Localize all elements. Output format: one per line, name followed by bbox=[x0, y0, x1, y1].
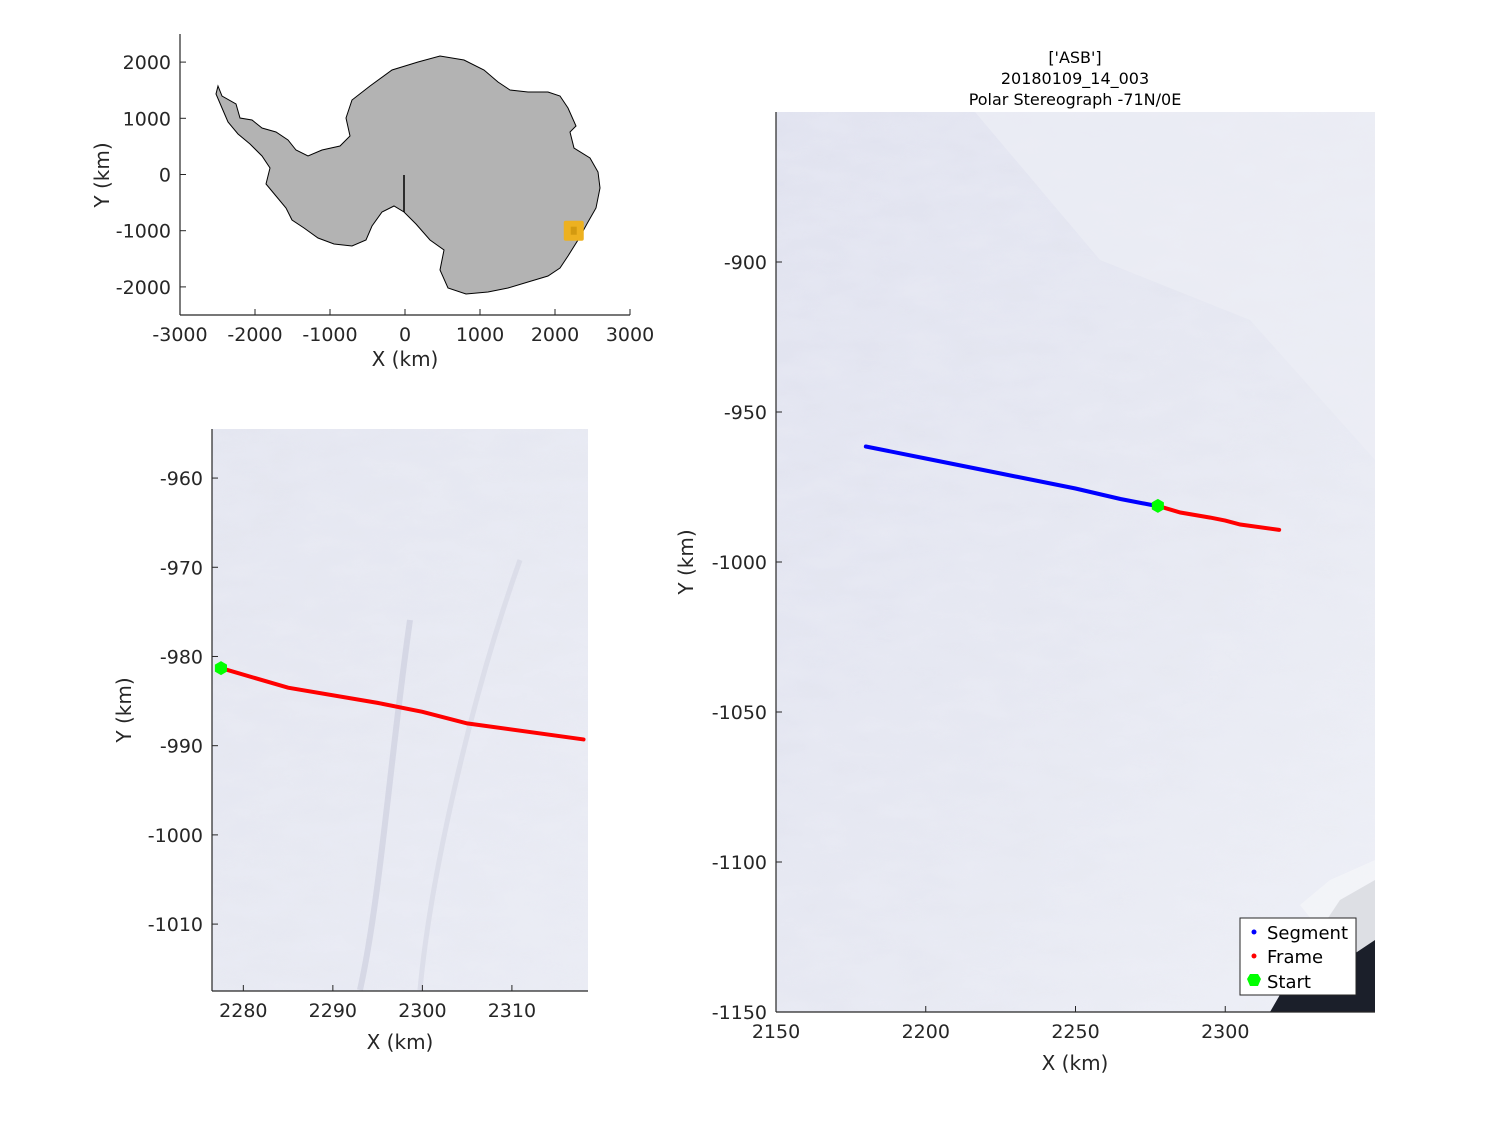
zoom-panel: 2280 2290 2300 2310 -960 -970 -980 -990 -1000 -10… bbox=[112, 429, 588, 1054]
main-axes: 2150 2200 2250 2300 -900 -950 -1000 -1050 -1100 -… bbox=[712, 112, 1375, 1043]
zoom-y-tick-label: -990 bbox=[160, 736, 203, 758]
legend-segment-label: Segment bbox=[1267, 923, 1348, 944]
title-line-3: Polar Stereograph -71N/0E bbox=[969, 90, 1182, 109]
zoom-tracks bbox=[214, 661, 586, 742]
overview-x-tick-label: 1000 bbox=[456, 324, 504, 346]
crevasse-band bbox=[357, 619, 413, 991]
overview-x-tick-label: -3000 bbox=[152, 324, 207, 346]
zoom-y-tick-label: -970 bbox=[160, 557, 203, 579]
main-y-tick-label: -1000 bbox=[712, 552, 767, 574]
main-panel: 2150 2200 2250 2300 -900 -950 -1000 -1050 -1100 -… bbox=[674, 112, 1375, 1075]
track-marker bbox=[570, 226, 577, 235]
legend-frame-label: Frame bbox=[1267, 947, 1323, 968]
legend-start-marker bbox=[1247, 974, 1261, 986]
zoom-x-tick-label: 2290 bbox=[309, 1000, 357, 1022]
overview-y-tick-label: 2000 bbox=[123, 52, 171, 74]
overview-axes: -3000 -2000 -1000 0 1000 2000 3000 2000 1000 0 -10… bbox=[116, 34, 654, 346]
zoom-x-tick-label: 2280 bbox=[219, 1000, 267, 1022]
zoom-y-tick-label: -1010 bbox=[148, 914, 203, 936]
zoom-y-tick-label: -960 bbox=[160, 468, 203, 490]
overview-map: -3000 -2000 -1000 0 1000 2000 3000 2000 1000 0 -10… bbox=[90, 34, 654, 371]
zoom-axes: 2280 2290 2300 2310 -960 -970 -980 -990 -1000 -10… bbox=[148, 429, 588, 1022]
main-ylabel: Y (km) bbox=[674, 529, 698, 595]
main-x-tick-label: 2150 bbox=[752, 1021, 800, 1043]
legend-segment-marker bbox=[1251, 929, 1257, 935]
overview-x-tick-label: -2000 bbox=[227, 324, 282, 346]
overview-x-tick-label: 0 bbox=[399, 324, 411, 346]
start-point-marker bbox=[214, 661, 227, 676]
main-x-tick-label: 2250 bbox=[1051, 1021, 1099, 1043]
zoom-xlabel: X (km) bbox=[367, 1030, 434, 1054]
legend-frame-marker bbox=[1251, 953, 1257, 959]
zoom-x-tick-label: 2300 bbox=[398, 1000, 446, 1022]
frame-track-line bbox=[218, 666, 586, 742]
zoom-y-tick-label: -1000 bbox=[148, 825, 203, 847]
zoom-y-tick-label: -980 bbox=[160, 646, 203, 668]
main-x-tick-label: 2200 bbox=[902, 1021, 950, 1043]
overview-x-tick-label: 2000 bbox=[531, 324, 579, 346]
overview-y-tick-label: -2000 bbox=[116, 277, 171, 299]
zoom-ylabel: Y (km) bbox=[112, 677, 136, 743]
zoom-x-tick-label: 2310 bbox=[488, 1000, 536, 1022]
main-tracks bbox=[863, 444, 1282, 532]
main-y-tick-label: -950 bbox=[724, 402, 767, 424]
main-x-tick-label: 2300 bbox=[1201, 1021, 1249, 1043]
title-line-2: 20180109_14_003 bbox=[1001, 69, 1149, 89]
segment-track-line bbox=[863, 444, 1159, 508]
antarctica-landmass bbox=[215, 55, 601, 295]
overview-y-tick-label: 1000 bbox=[123, 108, 171, 130]
crevasse-band bbox=[417, 559, 523, 991]
overview-y-tick-label: -1000 bbox=[116, 221, 171, 243]
overview-y-tick-label: 0 bbox=[159, 165, 171, 187]
overview-ylabel: Y (km) bbox=[90, 142, 114, 208]
main-y-tick-label: -900 bbox=[724, 252, 767, 274]
start-point-marker bbox=[1151, 498, 1164, 513]
legend-start-label: Start bbox=[1267, 972, 1311, 993]
overview-x-tick-label: 3000 bbox=[606, 324, 654, 346]
overview-xlabel: X (km) bbox=[372, 347, 439, 371]
main-y-tick-label: -1100 bbox=[712, 852, 767, 874]
main-xlabel: X (km) bbox=[1042, 1051, 1109, 1075]
legend: Segment Frame Start bbox=[1239, 917, 1357, 996]
title-line-1: ['ASB'] bbox=[1048, 48, 1101, 67]
imagery-tile bbox=[975, 112, 1375, 460]
frame-track-line bbox=[1155, 503, 1282, 532]
main-y-tick-label: -1150 bbox=[712, 1002, 767, 1024]
main-y-tick-label: -1050 bbox=[712, 702, 767, 724]
overview-x-tick-label: -1000 bbox=[302, 324, 357, 346]
